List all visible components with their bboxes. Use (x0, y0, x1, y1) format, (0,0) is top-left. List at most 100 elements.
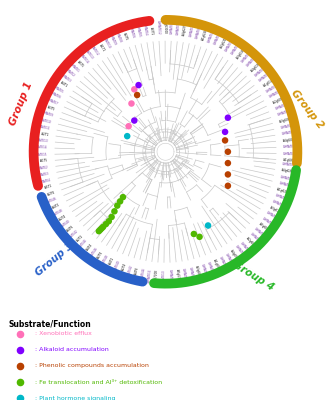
Point (225, 148, 231, 155)
Text: VvMATE10: VvMATE10 (101, 34, 111, 49)
Text: At3g53000: At3g53000 (163, 19, 167, 34)
Text: At3T5: At3T5 (47, 105, 56, 112)
Text: VvMATE15: VvMATE15 (282, 162, 297, 168)
Text: VvMATE4: VvMATE4 (38, 178, 52, 185)
Text: VvMATE12: VvMATE12 (278, 181, 294, 189)
Text: VvMATE11: VvMATE11 (35, 124, 50, 131)
Text: VvMATE19: VvMATE19 (200, 263, 209, 278)
Text: VvMATE18: VvMATE18 (241, 50, 253, 64)
Text: At2T6: At2T6 (97, 250, 105, 260)
Text: At2T4: At2T4 (58, 214, 68, 222)
Text: VvMATE4: VvMATE4 (142, 23, 148, 36)
Text: VvMATE4: VvMATE4 (207, 30, 216, 43)
Point (124, 133, 130, 139)
Text: At1g62000: At1g62000 (276, 187, 292, 196)
Point (132, 117, 137, 124)
Text: : Fe translocation and Al³⁺ detoxification: : Fe translocation and Al³⁺ detoxificati… (35, 380, 162, 384)
Text: At2g52100: At2g52100 (219, 34, 230, 49)
Point (225, 160, 231, 166)
Text: VvMATE2: VvMATE2 (283, 152, 296, 156)
Text: At2T5: At2T5 (122, 32, 129, 41)
Text: VvMATE25: VvMATE25 (235, 245, 247, 259)
Point (17, 395, 23, 400)
Point (115, 202, 120, 209)
Text: VvMATE40: VvMATE40 (113, 260, 122, 274)
Text: VvMATE6: VvMATE6 (48, 91, 62, 100)
Text: At3g50600: At3g50600 (279, 116, 294, 124)
Point (225, 182, 231, 189)
Point (99, 225, 104, 232)
Text: VvMATE6: VvMATE6 (128, 26, 135, 39)
Text: VvMATE9: VvMATE9 (40, 110, 54, 118)
Text: At1g52400: At1g52400 (201, 26, 210, 41)
Point (112, 208, 117, 214)
Text: VvMATE13: VvMATE13 (83, 46, 95, 60)
Text: VvMATE12: VvMATE12 (156, 20, 161, 34)
Text: At4g62600: At4g62600 (281, 168, 297, 175)
Text: VvMATE14: VvMATE14 (168, 269, 173, 284)
Text: : Alkaloid accumulation: : Alkaloid accumulation (35, 347, 109, 352)
Text: VvMATE22: VvMATE22 (218, 255, 228, 270)
Text: VvMATE9: VvMATE9 (176, 22, 181, 35)
Text: At2T6: At2T6 (47, 190, 56, 197)
Text: VvMATE8: VvMATE8 (114, 30, 123, 44)
Text: VvMATE6: VvMATE6 (195, 25, 202, 39)
Text: VvMATE5: VvMATE5 (135, 24, 141, 37)
Text: VvMATE16: VvMATE16 (181, 268, 187, 283)
Text: VvMATE46: VvMATE46 (43, 196, 58, 206)
Text: VvMATE4: VvMATE4 (254, 227, 266, 238)
Text: VvMATE1: VvMATE1 (68, 62, 80, 74)
Point (17, 379, 23, 385)
Point (96, 228, 102, 234)
Text: VvMATE11: VvMATE11 (147, 268, 153, 283)
Text: VvMATE9: VvMATE9 (108, 33, 117, 46)
Text: At4g51500: At4g51500 (250, 60, 263, 73)
Text: At4T6: At4T6 (66, 224, 75, 232)
Text: : Phenolic compounds accumulation: : Phenolic compounds accumulation (35, 364, 149, 368)
Point (206, 222, 211, 229)
Text: VvMATE48: VvMATE48 (100, 254, 110, 268)
Text: At5T5: At5T5 (76, 60, 85, 69)
Text: VvMATE6: VvMATE6 (280, 123, 294, 130)
Text: At4g59600: At4g59600 (229, 248, 241, 263)
Text: Group 4: Group 4 (231, 260, 276, 293)
Text: At4T2: At4T2 (52, 202, 61, 210)
Text: VvMATE15: VvMATE15 (255, 65, 268, 78)
Point (17, 347, 23, 353)
Text: VvMATE9: VvMATE9 (275, 103, 288, 111)
Text: At5T1: At5T1 (45, 184, 54, 190)
Text: VvMATE42: VvMATE42 (126, 264, 134, 279)
Text: At5g60800: At5g60800 (258, 222, 272, 234)
Point (109, 214, 114, 220)
Text: At2g60200: At2g60200 (245, 236, 258, 250)
Text: VvMATE7: VvMATE7 (189, 24, 195, 37)
Text: VvMATE3: VvMATE3 (37, 172, 50, 178)
Text: VvMATE14: VvMATE14 (259, 71, 273, 83)
Text: At4g50300: At4g50300 (282, 137, 298, 143)
Text: VvMATE13: VvMATE13 (162, 270, 166, 284)
Text: VvMATE13: VvMATE13 (33, 138, 48, 144)
Text: VvMATE46: VvMATE46 (87, 247, 99, 261)
Text: : Plant hormone signaling: : Plant hormone signaling (35, 396, 115, 400)
Text: VvMATE1: VvMATE1 (240, 240, 251, 253)
Text: At2g57200: At2g57200 (155, 269, 160, 284)
Point (106, 218, 112, 224)
Text: VvMATE2: VvMATE2 (64, 67, 76, 78)
Text: Group 2: Group 2 (289, 88, 325, 130)
Text: VvMATE40: VvMATE40 (57, 219, 71, 231)
Text: VvMATE3: VvMATE3 (59, 73, 72, 84)
Text: VvMATE13: VvMATE13 (280, 175, 295, 182)
Point (118, 198, 123, 204)
Text: At2T4: At2T4 (121, 262, 128, 271)
Point (100, 224, 106, 230)
Text: VvMATE48: VvMATE48 (49, 208, 64, 219)
Text: At1T5: At1T5 (40, 159, 48, 164)
Point (120, 194, 125, 200)
Text: At3g51800: At3g51800 (236, 45, 248, 60)
Text: Substrate/Function: Substrate/Function (8, 319, 91, 328)
Text: : Xenobiotic efflux: : Xenobiotic efflux (35, 331, 92, 336)
Text: At2g50900: At2g50900 (272, 96, 287, 105)
Text: At1g51200: At1g51200 (262, 76, 277, 88)
Point (225, 114, 231, 121)
Text: VvMATE5: VvMATE5 (52, 84, 65, 94)
